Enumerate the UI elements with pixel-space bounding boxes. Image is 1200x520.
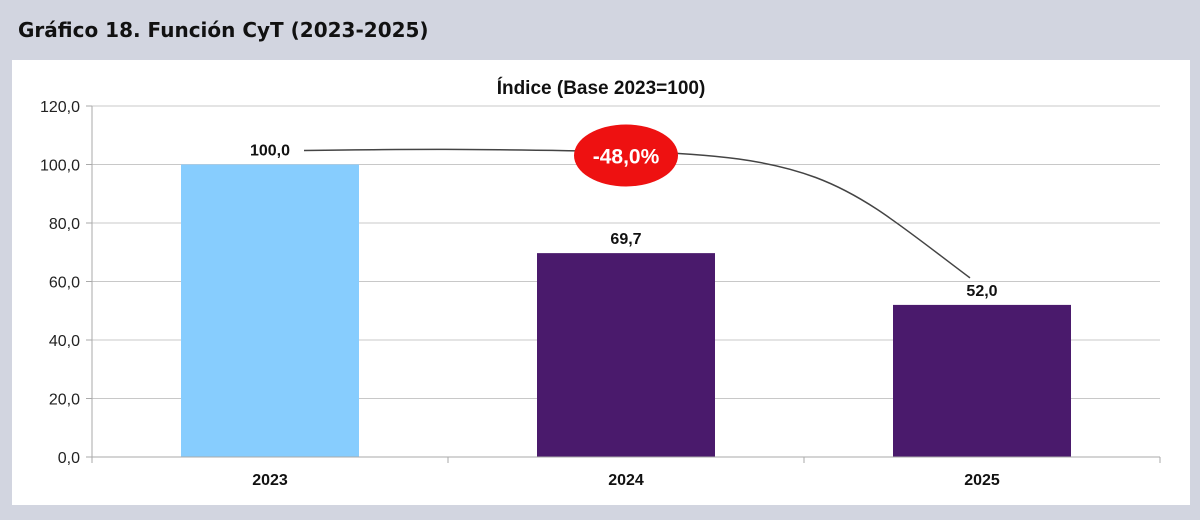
chart-title: Índice (Base 2023=100) xyxy=(497,77,706,99)
y-tick-label: 40,0 xyxy=(49,333,80,350)
y-tick-label: 80,0 xyxy=(49,216,80,233)
y-tick-label: 0,0 xyxy=(58,450,80,467)
figure-title: Gráfico 18. Función CyT (2023-2025) xyxy=(18,18,429,42)
x-tick-label: 2024 xyxy=(608,472,644,489)
data-label: 100,0 xyxy=(250,143,290,160)
bar xyxy=(181,164,359,457)
x-tick-label: 2023 xyxy=(252,472,288,489)
y-tick-label: 20,0 xyxy=(49,392,80,409)
bars xyxy=(181,164,1071,457)
y-tick-label: 120,0 xyxy=(40,99,80,116)
change-badge xyxy=(574,124,678,187)
y-axis: 0,0 20,0 40,0 60,0 80,0 100,0 120,0 xyxy=(40,99,93,467)
data-label: 69,7 xyxy=(610,231,641,248)
bar xyxy=(537,253,715,457)
change-annotation: -48,0% xyxy=(303,124,971,279)
bar xyxy=(893,304,1071,457)
data-labels: 100,0 69,7 52,0 xyxy=(250,143,998,300)
x-axis: 2023 2024 2025 xyxy=(91,456,1161,489)
data-label: 52,0 xyxy=(966,283,997,300)
y-tick-label: 60,0 xyxy=(49,275,80,292)
change-badge-label: -48,0% xyxy=(593,146,660,169)
y-tick-label: 100,0 xyxy=(40,158,80,175)
x-tick-label: 2025 xyxy=(964,472,1000,489)
